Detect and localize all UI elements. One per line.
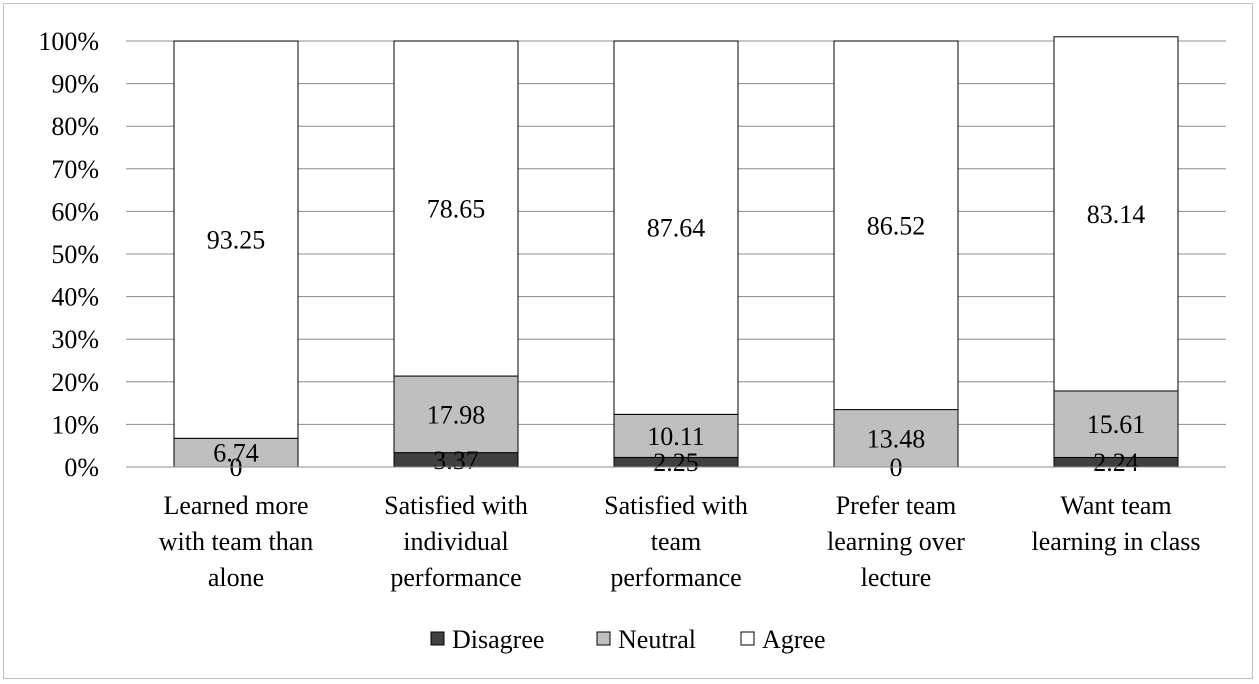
x-category-label: Satisfied with <box>384 491 528 520</box>
y-tick-label: 50% <box>51 240 99 269</box>
data-label-disagree: 2.25 <box>653 448 699 477</box>
x-category-label: with team than <box>159 527 314 556</box>
data-label-agree: 87.64 <box>647 214 706 243</box>
data-label-disagree: 3.37 <box>433 446 479 475</box>
x-category-label: Learned more <box>163 491 308 520</box>
x-category-label: team <box>651 527 702 556</box>
legend-label-agree: Agree <box>762 625 826 654</box>
bar-segment-neutral <box>1053 390 1179 458</box>
bar-segment-neutral <box>393 375 519 454</box>
x-category-label: learning in class <box>1032 527 1201 556</box>
bar-segment-agree <box>173 40 299 439</box>
x-category-label: performance <box>610 563 741 592</box>
x-category-label: individual <box>403 527 508 556</box>
y-tick-label: 60% <box>51 197 99 226</box>
bar-segment-neutral <box>613 413 739 458</box>
x-category-label: Prefer team <box>836 491 957 520</box>
x-category-label: lecture <box>861 563 932 592</box>
y-tick-label: 90% <box>51 70 99 99</box>
x-category-label: Satisfied with <box>604 491 748 520</box>
y-tick-label: 10% <box>51 410 99 439</box>
legend-swatch-disagree <box>430 631 445 646</box>
bar-segment-agree <box>1053 36 1179 392</box>
data-label-agree: 93.25 <box>207 226 266 255</box>
y-tick-label: 40% <box>51 283 99 312</box>
data-label-agree: 83.14 <box>1087 200 1146 229</box>
y-tick-label: 20% <box>51 368 99 397</box>
data-label-neutral: 13.48 <box>867 424 926 453</box>
bar-segment-agree <box>833 40 959 411</box>
data-label-disagree: 2.24 <box>1093 448 1139 477</box>
bar-segment-agree <box>613 40 739 415</box>
bar-segment-neutral <box>173 437 299 468</box>
data-label-agree: 86.52 <box>867 211 926 240</box>
y-tick-label: 70% <box>51 155 99 184</box>
bar-segment-neutral <box>833 409 959 468</box>
data-label-agree: 78.65 <box>427 195 486 224</box>
data-label-neutral: 17.98 <box>427 400 486 429</box>
y-tick-label: 30% <box>51 325 99 354</box>
data-label-neutral: 15.61 <box>1087 410 1146 439</box>
x-category-label: learning over <box>827 527 965 556</box>
legend-swatch-neutral <box>596 631 611 646</box>
data-label-neutral: 10.11 <box>647 422 705 451</box>
y-tick-label: 100% <box>38 27 99 56</box>
y-tick-label: 0% <box>64 453 99 482</box>
legend-label-disagree: Disagree <box>452 625 544 654</box>
x-category-label: alone <box>208 563 264 592</box>
legend-swatch-agree <box>740 631 755 646</box>
y-tick-label: 80% <box>51 112 99 141</box>
legend-label-neutral: Neutral <box>618 625 696 654</box>
x-category-label: Want team <box>1060 491 1171 520</box>
data-label-neutral: 6.74 <box>213 439 259 468</box>
x-category-label: performance <box>390 563 521 592</box>
bar-segment-agree <box>393 40 519 377</box>
